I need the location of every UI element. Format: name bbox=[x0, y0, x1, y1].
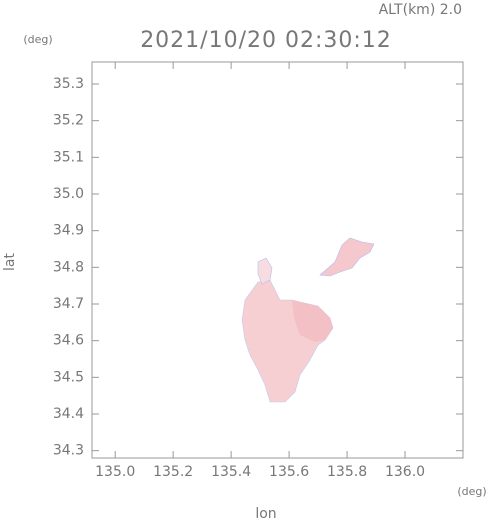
x-unit: (deg) bbox=[457, 485, 486, 498]
x-tick-label: 135.2 bbox=[153, 464, 193, 480]
y-tick-label: 34.4 bbox=[53, 406, 84, 422]
y-tick-label: 35.1 bbox=[53, 149, 84, 165]
y-tick-label: 34.3 bbox=[53, 443, 84, 459]
y-tick-label: 35.3 bbox=[53, 76, 84, 92]
y-tick-label: 34.6 bbox=[53, 333, 84, 349]
chart-subtitle: ALT(km) 2.0 bbox=[379, 2, 462, 18]
y-tick-label: 35.0 bbox=[53, 186, 84, 202]
echo-ne bbox=[319, 237, 375, 277]
y-tick-label: 34.5 bbox=[53, 369, 84, 385]
x-axis-label: lon bbox=[255, 506, 276, 521]
echo-small bbox=[257, 257, 273, 285]
plot-frame bbox=[91, 61, 464, 459]
echo-core bbox=[292, 300, 333, 342]
x-tick-label: 135.0 bbox=[95, 464, 135, 480]
y-tick-label: 35.2 bbox=[53, 113, 84, 129]
x-tick-label: 135.4 bbox=[211, 464, 251, 480]
y-axis-label: lat bbox=[2, 253, 18, 271]
y-tick-label: 34.9 bbox=[53, 223, 84, 239]
x-tick-label: 135.8 bbox=[327, 464, 367, 480]
y-tick-label: 34.8 bbox=[53, 259, 84, 275]
x-tick-label: 136.0 bbox=[385, 464, 425, 480]
x-tick-label: 135.6 bbox=[269, 464, 309, 480]
echo-area bbox=[241, 237, 375, 403]
y-unit: (deg) bbox=[23, 33, 52, 46]
y-tick-label: 34.7 bbox=[53, 296, 84, 312]
chart-title: 2021/10/20 02:30:12 bbox=[140, 28, 392, 53]
